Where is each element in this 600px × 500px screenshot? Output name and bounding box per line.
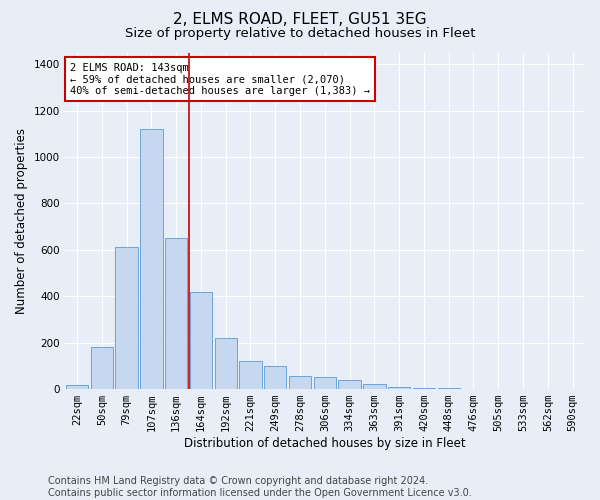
- Bar: [91, 348, 113, 389]
- Bar: [215, 338, 237, 389]
- Bar: [388, 387, 410, 389]
- Text: 2 ELMS ROAD: 143sqm
← 59% of detached houses are smaller (2,070)
40% of semi-det: 2 ELMS ROAD: 143sqm ← 59% of detached ho…: [70, 62, 370, 96]
- Bar: [413, 388, 435, 389]
- Bar: [363, 384, 386, 389]
- Bar: [314, 378, 336, 389]
- Bar: [437, 388, 460, 389]
- Bar: [140, 129, 163, 389]
- Bar: [115, 248, 138, 389]
- Text: Contains HM Land Registry data © Crown copyright and database right 2024.
Contai: Contains HM Land Registry data © Crown c…: [48, 476, 472, 498]
- Bar: [190, 292, 212, 389]
- Bar: [338, 380, 361, 389]
- X-axis label: Distribution of detached houses by size in Fleet: Distribution of detached houses by size …: [184, 437, 466, 450]
- Bar: [66, 385, 88, 389]
- Bar: [239, 361, 262, 389]
- Y-axis label: Number of detached properties: Number of detached properties: [15, 128, 28, 314]
- Text: 2, ELMS ROAD, FLEET, GU51 3EG: 2, ELMS ROAD, FLEET, GU51 3EG: [173, 12, 427, 28]
- Text: Size of property relative to detached houses in Fleet: Size of property relative to detached ho…: [125, 28, 475, 40]
- Bar: [289, 376, 311, 389]
- Bar: [264, 366, 286, 389]
- Bar: [165, 238, 187, 389]
